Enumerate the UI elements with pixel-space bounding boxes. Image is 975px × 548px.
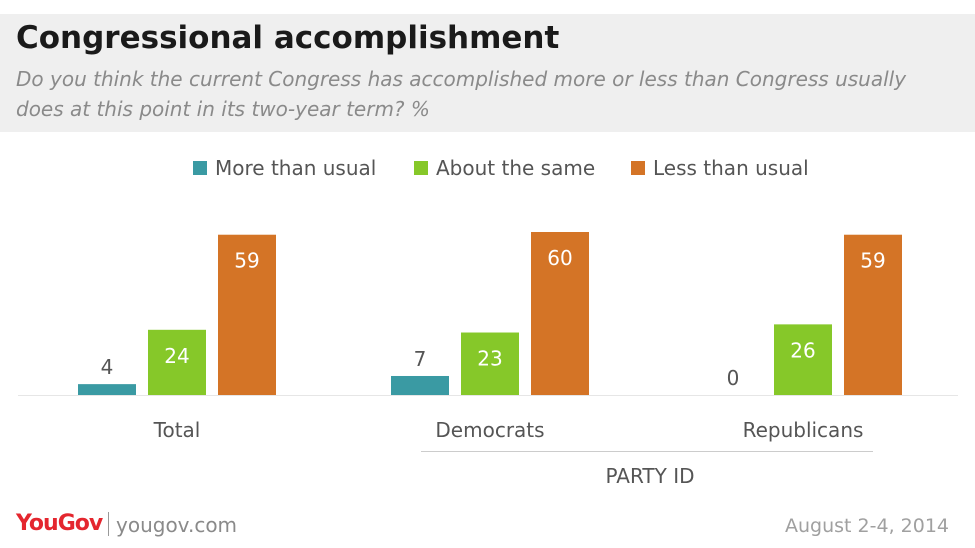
legend-label-less: Less than usual [653,156,809,180]
legend-swatch-less [631,161,645,175]
group-label: PARTY ID [606,464,695,488]
yougov-logo: YouGov [16,511,103,536]
category-label-0: Total [153,418,201,442]
legend-label-more: More than usual [215,156,377,180]
data-label-1-2: 26 [790,338,815,362]
data-label-2-1: 60 [547,246,572,270]
bar-2-1 [531,232,589,395]
category-label-2: Republicans [743,418,864,442]
legend-item-same: About the same [414,156,595,180]
data-label-1-0: 24 [164,344,189,368]
legend-item-less: Less than usual [631,156,809,180]
bar-1-2 [774,324,832,395]
legend-item-more: More than usual [193,156,376,180]
bar-2-2 [844,234,902,395]
data-label-0-2: 0 [727,366,740,390]
data-label-0-1: 7 [414,347,427,371]
chart-legend: More than usual About the same Less than… [0,156,975,184]
data-label-2-2: 59 [860,249,885,273]
chart-header [0,14,975,132]
data-label-0-0: 4 [101,355,114,379]
chart-subtitle: Do you think the current Congress has ac… [16,67,907,121]
bar-1-1 [461,332,519,395]
footer-divider [108,512,109,536]
category-label-1: Democrats [435,418,544,442]
legend-label-same: About the same [436,156,596,180]
bar-0-0 [78,384,136,395]
data-label-2-0: 59 [234,249,259,273]
data-label-1-1: 23 [477,347,502,371]
bar-1-0 [148,329,206,395]
legend-swatch-same [414,161,428,175]
chart-title: Congressional accomplishment [16,20,560,56]
bar-0-1 [391,375,449,395]
footer-site: yougov.com [116,513,238,537]
legend-swatch-more [193,161,207,175]
footer-date: August 2-4, 2014 [785,515,949,537]
bar-2-0 [218,234,276,395]
